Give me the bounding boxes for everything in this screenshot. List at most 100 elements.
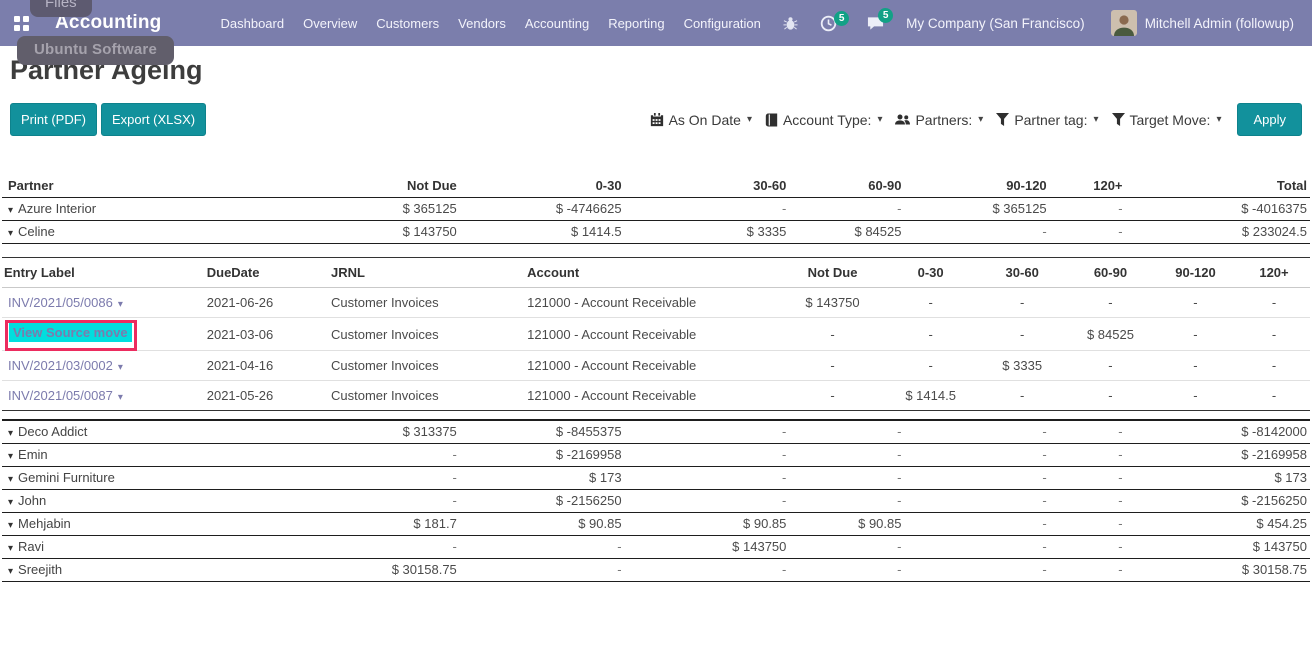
menu-item-customers[interactable]: Customers <box>367 16 448 31</box>
partner-row[interactable]: ▾Sreejith$ 30158.75-----$ 30158.75 <box>2 558 1310 582</box>
due-date-cell: 2021-05-26 <box>205 381 329 410</box>
amount-cell: - <box>904 558 1049 582</box>
expand-caret-icon[interactable]: ▾ <box>8 451 13 462</box>
partner-row[interactable]: ▾Gemini Furniture-$ 173----$ 173 <box>2 466 1310 489</box>
user-avatar <box>1111 10 1137 36</box>
expand-caret-icon[interactable]: ▾ <box>8 543 13 554</box>
column-header: Not Due <box>329 174 460 198</box>
filter-target-move[interactable]: Target Move:▾ <box>1112 112 1222 128</box>
amount-cell: $ 84525 <box>789 221 904 244</box>
menu-item-configuration[interactable]: Configuration <box>675 16 770 31</box>
expand-caret-icon[interactable]: ▾ <box>8 428 13 439</box>
amount-cell: - <box>976 318 1068 351</box>
expand-caret-icon[interactable]: ▾ <box>8 205 13 216</box>
messages-badge: 5 <box>878 8 893 23</box>
partner-row[interactable]: ▾Ravi--$ 143750---$ 143750 <box>2 535 1310 558</box>
amount-cell: - <box>904 489 1049 512</box>
entry-label-link[interactable]: INV/2021/05/0087 <box>8 388 113 403</box>
partner-ageing-table-continued: ▾Deco Addict$ 313375$ -8455375----$ -814… <box>2 419 1310 582</box>
filter-account-type[interactable]: Account Type:▾ <box>765 112 883 128</box>
activities-clock-icon[interactable]: 5 <box>820 15 837 32</box>
amount-cell: - <box>329 489 460 512</box>
menu-item-reporting[interactable]: Reporting <box>599 16 673 31</box>
chevron-down-icon: ▾ <box>1093 114 1098 125</box>
partner-cell: ▾Emin <box>2 443 329 466</box>
partner-ageing-table: PartnerNot Due0-3030-6060-9090-120120+To… <box>2 174 1310 244</box>
company-switcher[interactable]: My Company (San Francisco) <box>906 16 1085 31</box>
partner-row[interactable]: ▾Deco Addict$ 313375$ -8455375----$ -814… <box>2 420 1310 443</box>
detail-column-header: 60-90 <box>1068 258 1153 288</box>
amount-cell: $ 3335 <box>976 351 1068 381</box>
amount-cell: $ 143750 <box>780 288 885 318</box>
amount-cell: - <box>885 351 977 381</box>
filter-partner-tag[interactable]: Partner tag:▾ <box>996 112 1098 128</box>
amount-cell: - <box>976 381 1068 410</box>
amount-cell: - <box>1238 318 1310 351</box>
expand-caret-icon[interactable]: ▾ <box>8 228 13 239</box>
filter-bar: As On Date▾ Account Type:▾ Partners:▾ Partn… <box>650 112 1222 128</box>
filter-icon <box>1112 113 1125 126</box>
partner-row[interactable]: ▾John-$ -2156250----$ -2156250 <box>2 489 1310 512</box>
due-date-cell: 2021-04-16 <box>205 351 329 381</box>
amount-cell: - <box>885 288 977 318</box>
filter-as-on-date[interactable]: As On Date▾ <box>650 112 752 128</box>
partner-row[interactable]: ▾Azure Interior$ 365125$ -4746625--$ 365… <box>2 198 1310 221</box>
entry-label-link[interactable]: INV/2021/03/0002 <box>8 358 113 373</box>
filter-partners[interactable]: Partners:▾ <box>895 112 983 128</box>
amount-cell: $ 90.85 <box>460 512 625 535</box>
journal-cell: Customer Invoices <box>329 351 525 381</box>
partner-row[interactable]: ▾Mehjabin$ 181.7$ 90.85$ 90.85$ 90.85--$… <box>2 512 1310 535</box>
amount-cell: $ 84525 <box>1068 318 1153 351</box>
user-menu[interactable]: Mitchell Admin (followup) <box>1111 10 1294 36</box>
content: Partner Ageing Print (PDF) Export (XLSX)… <box>0 56 1312 582</box>
amount-cell: - <box>904 221 1049 244</box>
column-header: 90-120 <box>904 174 1049 198</box>
partner-name: Sreejith <box>18 562 62 577</box>
amount-cell: - <box>1050 466 1126 489</box>
detail-column-header: 30-60 <box>976 258 1068 288</box>
amount-cell: - <box>780 381 885 410</box>
amount-cell: - <box>976 288 1068 318</box>
table-header-row: PartnerNot Due0-3030-6060-9090-120120+To… <box>2 174 1310 198</box>
menu-item-vendors[interactable]: Vendors <box>449 16 515 31</box>
amount-cell: - <box>904 443 1049 466</box>
amount-cell: - <box>625 489 790 512</box>
detail-column-header: 90-120 <box>1153 258 1238 288</box>
activities-badge: 5 <box>834 11 849 26</box>
menu-item-overview[interactable]: Overview <box>294 16 366 31</box>
chevron-down-icon[interactable]: ▾ <box>118 392 123 403</box>
action-bar: Print (PDF) Export (XLSX) As On Date▾ Acc… <box>10 103 1302 136</box>
amount-cell: $ 1414.5 <box>885 381 977 410</box>
messages-chat-icon[interactable]: 5 <box>867 16 884 31</box>
account-cell: 121000 - Account Receivable <box>525 351 780 381</box>
menu-item-accounting[interactable]: Accounting <box>516 16 598 31</box>
amount-cell: - <box>1050 489 1126 512</box>
chevron-down-icon[interactable]: ▾ <box>118 362 123 373</box>
print-pdf-button[interactable]: Print (PDF) <box>10 103 97 136</box>
chevron-down-icon: ▾ <box>978 114 983 125</box>
amount-cell: $ 365125 <box>329 198 460 221</box>
expand-caret-icon[interactable]: ▾ <box>8 520 13 531</box>
export-xlsx-button[interactable]: Export (XLSX) <box>101 103 206 136</box>
partner-row[interactable]: ▾Celine$ 143750$ 1414.5$ 3335$ 84525--$ … <box>2 221 1310 244</box>
expand-caret-icon[interactable]: ▾ <box>8 474 13 485</box>
expand-caret-icon[interactable]: ▾ <box>8 566 13 577</box>
amount-cell: - <box>625 558 790 582</box>
amount-cell: $ 90.85 <box>789 512 904 535</box>
apps-grid-icon[interactable] <box>14 16 29 31</box>
amount-cell: - <box>789 535 904 558</box>
partner-row[interactable]: ▾Emin-$ -2169958----$ -2169958 <box>2 443 1310 466</box>
partner-name: Azure Interior <box>18 201 96 216</box>
amount-cell: - <box>789 466 904 489</box>
amount-cell: - <box>1050 198 1126 221</box>
chevron-down-icon[interactable]: ▾ <box>118 299 123 310</box>
amount-cell: - <box>1050 535 1126 558</box>
menu-item-dashboard[interactable]: Dashboard <box>212 16 294 31</box>
view-source-move-menu-item[interactable]: View Source move <box>9 323 132 342</box>
os-tooltip-ubuntu-software: Ubuntu Software <box>17 36 174 65</box>
entry-label-link[interactable]: INV/2021/05/0086 <box>8 295 113 310</box>
apply-button[interactable]: Apply <box>1237 103 1302 136</box>
debug-bug-icon[interactable] <box>783 15 798 31</box>
amount-cell: - <box>625 198 790 221</box>
expand-caret-icon[interactable]: ▾ <box>8 497 13 508</box>
